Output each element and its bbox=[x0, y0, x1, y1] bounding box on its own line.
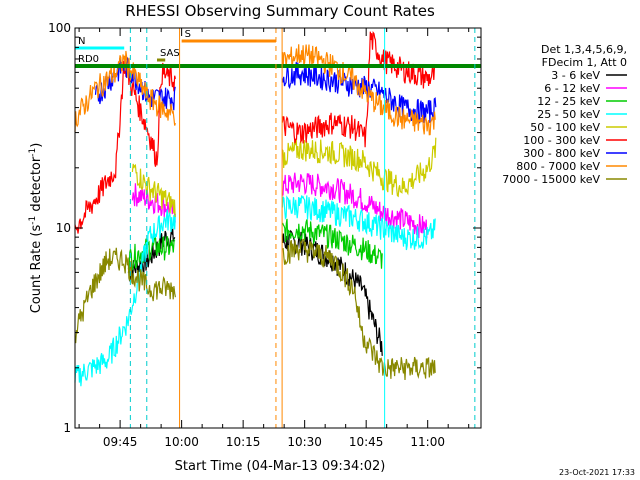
series-line-8 bbox=[74, 237, 436, 381]
legend-header-1: Det 1,3,4,5,6,9, bbox=[541, 43, 627, 56]
legend-entry-label: 6 - 12 keV bbox=[544, 82, 600, 95]
x-tick-label: 10:00 bbox=[164, 435, 199, 449]
x-axis: 09:45 10:00 10:15 10:30 10:45 11:00 bbox=[78, 28, 470, 449]
legend-entry-label: 3 - 6 keV bbox=[551, 69, 600, 82]
y-tick-label: 10 bbox=[56, 221, 71, 235]
series-line-2 bbox=[127, 218, 383, 272]
series-line-6 bbox=[94, 57, 437, 124]
chart-title: RHESSI Observing Summary Count Rates bbox=[125, 2, 435, 20]
y-axis-label: Count Rate (s-1 detector-1) bbox=[28, 143, 44, 314]
y-axis-label-main: Count Rate (s bbox=[29, 225, 44, 314]
timestamp: 23-Oct-2021 17:33 bbox=[559, 468, 635, 477]
x-tick-label: 10:30 bbox=[287, 435, 322, 449]
y-axis-label-sup-2: -1 bbox=[28, 148, 38, 157]
series-line-1 bbox=[131, 172, 428, 239]
y-axis-label-end: ) bbox=[29, 143, 44, 148]
flag-label-s: S bbox=[185, 29, 191, 40]
legend-entry-label: 800 - 7000 keV bbox=[516, 160, 600, 173]
series-line-4 bbox=[131, 137, 437, 218]
x-tick-label: 10:45 bbox=[349, 435, 384, 449]
legend-entry-label: 12 - 25 keV bbox=[537, 95, 600, 108]
flag-label-rd0: RD0 bbox=[78, 54, 99, 65]
flag-label-sas: SAS bbox=[160, 48, 180, 59]
series-line-3 bbox=[74, 195, 436, 387]
x-tick-label: 10:15 bbox=[226, 435, 261, 449]
legend-entry-label: 25 - 50 keV bbox=[537, 108, 600, 121]
y-axis: 1 10 100 bbox=[48, 21, 481, 435]
series-line-7 bbox=[74, 44, 436, 136]
flag-label-n: N bbox=[78, 36, 85, 47]
flag-bars: N RD0 S SAS bbox=[75, 29, 481, 68]
legend-entry-label: 50 - 100 keV bbox=[530, 121, 600, 134]
y-tick-label: 1 bbox=[63, 421, 71, 435]
legend-entry-label: 100 - 300 keV bbox=[523, 134, 600, 147]
legend-entry-label: 7000 - 15000 keV bbox=[502, 173, 600, 186]
x-axis-label: Start Time (04-Mar-13 09:34:02) bbox=[175, 459, 386, 474]
legend-header-2: FDecim 1, Att 0 bbox=[542, 56, 627, 69]
x-tick-label: 09:45 bbox=[103, 435, 138, 449]
plot-area bbox=[74, 30, 437, 387]
legend-entry-label: 300 - 800 keV bbox=[523, 147, 600, 160]
x-tick-label: 11:00 bbox=[410, 435, 445, 449]
legend: Det 1,3,4,5,6,9, FDecim 1, Att 0 3 - 6 k… bbox=[502, 43, 627, 186]
y-axis-label-sup-1: -1 bbox=[28, 216, 38, 225]
y-tick-label: 100 bbox=[48, 21, 71, 35]
y-axis-label-mid: detector bbox=[29, 156, 44, 216]
